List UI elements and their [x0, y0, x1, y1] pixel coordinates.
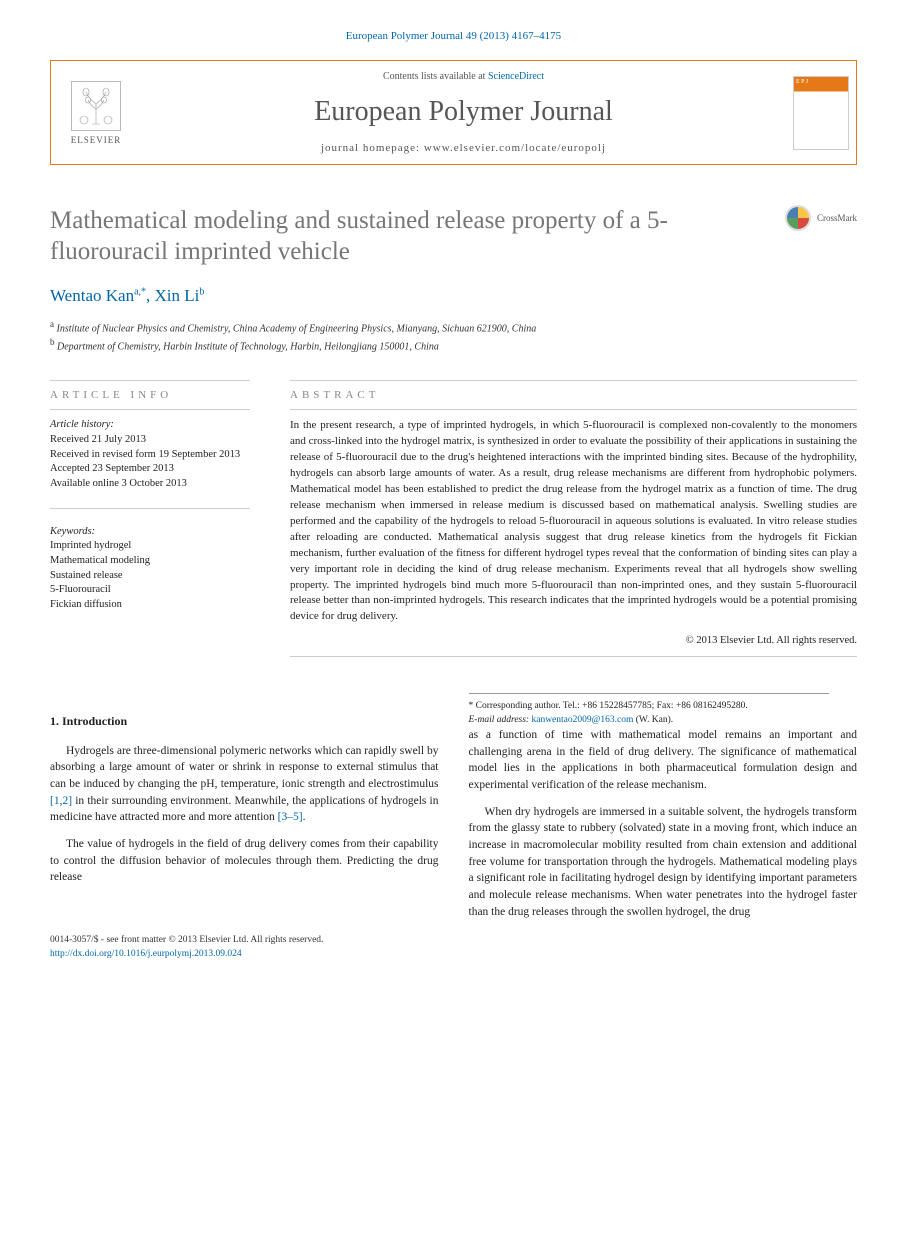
corr-author-line: * Corresponding author. Tel.: +86 152284… — [469, 700, 829, 713]
affiliation-a: a Institute of Nuclear Physics and Chemi… — [50, 318, 857, 336]
journal-homepage-line: journal homepage: www.elsevier.com/locat… — [161, 142, 766, 154]
homepage-prefix: journal homepage: — [321, 142, 424, 154]
keyword-0: Imprinted hydrogel — [50, 540, 131, 551]
header-center: Contents lists available at ScienceDirec… — [141, 61, 786, 164]
body-p1b: in their surrounding environment. Meanwh… — [50, 795, 439, 824]
body-two-column: 1. Introduction Hydrogels are three-dime… — [50, 693, 857, 920]
journal-reference: European Polymer Journal 49 (2013) 4167–… — [50, 30, 857, 42]
journal-cover-cell: E P J — [786, 61, 856, 164]
author-1-sup: a,* — [134, 286, 146, 297]
author-separator: , — [146, 286, 155, 305]
homepage-url[interactable]: www.elsevier.com/locate/europolj — [424, 142, 606, 154]
article-title: Mathematical modeling and sustained rele… — [50, 205, 690, 268]
authors-line: Wentao Kana,*, Xin Lib — [50, 286, 857, 306]
history-online: Available online 3 October 2013 — [50, 478, 187, 489]
article-info-label: ARTICLE INFO — [50, 389, 250, 401]
journal-header-box: ELSEVIER Contents lists available at Sci… — [50, 60, 857, 165]
crossmark-badge[interactable]: CrossMark — [785, 205, 857, 231]
contents-lists-line: Contents lists available at ScienceDirec… — [161, 71, 766, 82]
corr-email-link[interactable]: kanwentao2009@163.com — [531, 715, 633, 725]
article-history: Article history: Received 21 July 2013 R… — [50, 418, 250, 491]
crossmark-label: CrossMark — [817, 213, 857, 223]
abstract-column: ABSTRACT In the present research, a type… — [290, 372, 857, 665]
body-para-4: When dry hydrogels are immersed in a sui… — [469, 804, 858, 921]
contents-prefix: Contents lists available at — [383, 71, 488, 82]
email-label: E-mail address: — [469, 715, 530, 725]
corresponding-author-footer: * Corresponding author. Tel.: +86 152284… — [469, 693, 829, 727]
body-para-2: The value of hydrogels in the field of d… — [50, 836, 439, 886]
author-2-name[interactable]: Xin Li — [155, 286, 200, 305]
author-2-sup: b — [199, 286, 204, 297]
journal-cover-thumb: E P J — [793, 76, 849, 150]
keywords-block: Keywords: Imprinted hydrogel Mathematica… — [50, 525, 250, 613]
ref-link-3-5[interactable]: [3–5] — [278, 811, 303, 823]
keyword-1: Mathematical modeling — [50, 555, 150, 566]
corr-email-line: E-mail address: kanwentao2009@163.com (W… — [469, 714, 829, 727]
body-p1c: . — [303, 811, 306, 823]
history-received: Received 21 July 2013 — [50, 434, 146, 445]
body-para-1: Hydrogels are three-dimensional polymeri… — [50, 743, 439, 826]
abstract-label: ABSTRACT — [290, 389, 857, 401]
sciencedirect-link[interactable]: ScienceDirect — [488, 71, 544, 82]
keyword-2: Sustained release — [50, 570, 123, 581]
journal-name: European Polymer Journal — [161, 96, 766, 128]
affiliation-b-text: Department of Chemistry, Harbin Institut… — [57, 341, 439, 352]
introduction-heading: 1. Introduction — [50, 713, 439, 730]
affiliation-b: b Department of Chemistry, Harbin Instit… — [50, 336, 857, 354]
abstract-text: In the present research, a type of impri… — [290, 418, 857, 625]
abstract-copyright: © 2013 Elsevier Ltd. All rights reserved… — [290, 635, 857, 646]
history-label: Article history: — [50, 419, 114, 430]
history-accepted: Accepted 23 September 2013 — [50, 463, 174, 474]
page-footer-meta: 0014-3057/$ - see front matter © 2013 El… — [50, 934, 857, 961]
corr-email-suffix: (W. Kan). — [636, 715, 673, 725]
body-p1a: Hydrogels are three-dimensional polymeri… — [50, 745, 439, 790]
publisher-logo-cell: ELSEVIER — [51, 61, 141, 164]
crossmark-icon — [785, 205, 811, 231]
ref-link-1-2[interactable]: [1,2] — [50, 795, 72, 807]
publisher-name: ELSEVIER — [71, 135, 122, 145]
article-info-column: ARTICLE INFO Article history: Received 2… — [50, 372, 250, 665]
keyword-3: 5-Fluorouracil — [50, 584, 111, 595]
body-para-3: as a function of time with mathematical … — [469, 727, 858, 794]
history-revised: Received in revised form 19 September 20… — [50, 449, 240, 460]
elsevier-tree-icon — [71, 81, 121, 131]
author-1-name[interactable]: Wentao Kan — [50, 286, 134, 305]
issn-copyright-line: 0014-3057/$ - see front matter © 2013 El… — [50, 934, 857, 947]
keyword-4: Fickian diffusion — [50, 599, 122, 610]
affiliation-a-text: Institute of Nuclear Physics and Chemist… — [57, 323, 537, 334]
keywords-label: Keywords: — [50, 526, 95, 537]
doi-link[interactable]: http://dx.doi.org/10.1016/j.eurpolymj.20… — [50, 949, 242, 959]
affiliations-block: a Institute of Nuclear Physics and Chemi… — [50, 318, 857, 355]
